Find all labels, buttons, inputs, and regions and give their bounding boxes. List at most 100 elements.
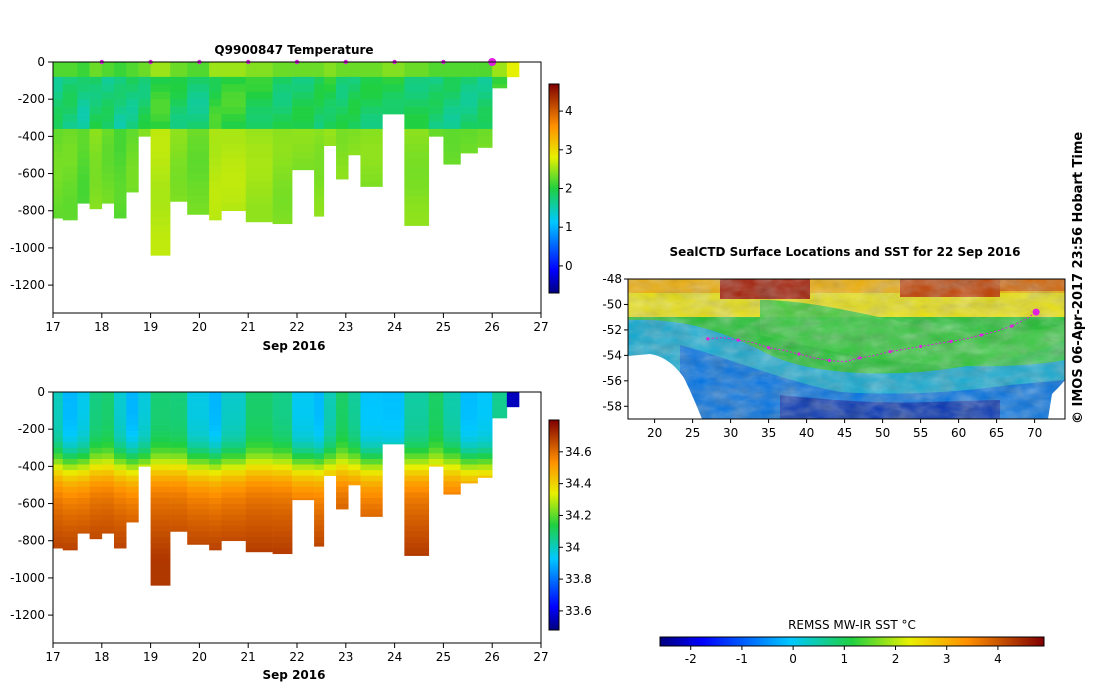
temperature-cell: [382, 62, 405, 70]
temperature-cell: [114, 210, 127, 219]
temperature-cell: [114, 151, 127, 159]
salinity-cell: [62, 531, 78, 538]
salinity-cell: [314, 392, 325, 398]
salinity-cell: [428, 436, 444, 443]
temperature-cell: [348, 151, 361, 156]
temperature-cell: [53, 136, 64, 145]
salinity-cell: [62, 464, 78, 471]
temperature-cell: [221, 151, 247, 159]
temperature-cell: [126, 128, 139, 137]
temperature-cell: [114, 106, 127, 115]
salinity-cell: [53, 481, 64, 488]
salinity-cell: [138, 392, 151, 398]
salinity-cell: [209, 447, 222, 454]
salinity-cell: [126, 419, 139, 426]
temperature-cell: [101, 84, 115, 93]
salinity-cell: [150, 392, 171, 398]
salinity-cell: [443, 419, 461, 426]
temperature-cell: [101, 106, 115, 115]
salinity-cell: [272, 486, 293, 493]
temperature-cell: [292, 99, 315, 107]
temperature-cell: [428, 76, 444, 85]
salinity-cell: [443, 470, 461, 476]
salinity-cell: [314, 503, 325, 510]
salinity-cell: [348, 419, 361, 426]
temperature-cell: [404, 114, 430, 122]
salinity-cell: [53, 537, 64, 543]
temperature-cell: [314, 173, 325, 182]
y-tick-label: -200: [18, 92, 45, 106]
temperature-cell: [245, 106, 273, 115]
salinity-cell: [209, 414, 222, 421]
temperature-cell: [336, 99, 349, 107]
track-point: [1010, 324, 1014, 328]
temperature-cell: [77, 106, 90, 115]
sst-colorbar-tick-label: 3: [943, 652, 951, 666]
salinity-cell: [314, 525, 325, 532]
salinity-cell: [404, 392, 430, 398]
temperature-cell: [62, 173, 78, 182]
temperature-cell: [506, 62, 520, 70]
salinity-cell: [53, 397, 64, 404]
temperature-cell: [221, 76, 247, 85]
salinity-cell: [126, 492, 139, 499]
temperature-cell: [62, 62, 78, 70]
salinity-cell: [187, 525, 210, 532]
temperature-cell: [101, 91, 115, 100]
sst-map-panel: SealCTD Surface Locations and SST for 22…: [602, 245, 1066, 440]
salinity-cell: [101, 397, 115, 404]
temperature-cell: [360, 69, 383, 78]
temperature-cell: [314, 121, 325, 130]
salinity-cell: [114, 403, 127, 410]
temperature-cell: [477, 143, 493, 148]
map-x-tick-label: 55: [913, 426, 928, 440]
salinity-cell: [114, 514, 127, 521]
temperature-cell: [492, 62, 508, 70]
salinity-cell: [323, 464, 337, 471]
temperature-cell: [114, 62, 127, 70]
temperature-cell: [460, 143, 478, 152]
map-title: SealCTD Surface Locations and SST for 22…: [670, 245, 1021, 259]
salinity-cell: [245, 397, 273, 404]
salinity-cell: [187, 414, 210, 421]
temperature-cell: [360, 114, 383, 122]
salinity-cell: [101, 436, 115, 443]
temperature-cell: [360, 180, 383, 187]
salinity-cell: [209, 542, 222, 549]
salinity-cell: [53, 442, 64, 449]
salinity-cell: [245, 537, 273, 543]
temperature-cell: [126, 158, 139, 167]
salinity-cell: [477, 403, 493, 410]
salinity-cell: [404, 481, 430, 488]
salinity-cell: [272, 464, 293, 471]
salinity-cell: [101, 447, 115, 454]
salinity-cell: [114, 414, 127, 421]
temperature-cell: [77, 151, 90, 159]
y-tick-label: 0: [37, 55, 45, 69]
temperature-cell: [209, 143, 222, 152]
salinity-cell: [150, 509, 171, 516]
temperature-cell: [292, 84, 315, 93]
salinity-cell: [62, 481, 78, 488]
temperature-cell: [209, 121, 222, 130]
x-tick-label: 26: [485, 320, 500, 334]
salinity-cell: [77, 447, 90, 454]
track-point: [706, 337, 710, 341]
temperature-cell: [209, 114, 222, 122]
temperature-cell: [272, 91, 293, 100]
salinity-cell: [245, 392, 273, 398]
salinity-cell: [336, 453, 349, 460]
salinity-cell: [77, 486, 90, 493]
x-tick-label: 27: [533, 650, 548, 664]
salinity-cell: [382, 436, 405, 443]
temperature-cell: [460, 114, 478, 122]
salinity-cell: [272, 497, 293, 504]
salinity-cell: [89, 525, 103, 532]
salinity-cell: [53, 475, 64, 482]
temperature-cell: [404, 195, 430, 204]
salinity-cell: [150, 503, 171, 510]
temperature-cell: [138, 99, 151, 107]
salinity-cell: [209, 525, 222, 532]
salinity-cell: [272, 492, 293, 499]
y-tick-label: -600: [18, 167, 45, 181]
